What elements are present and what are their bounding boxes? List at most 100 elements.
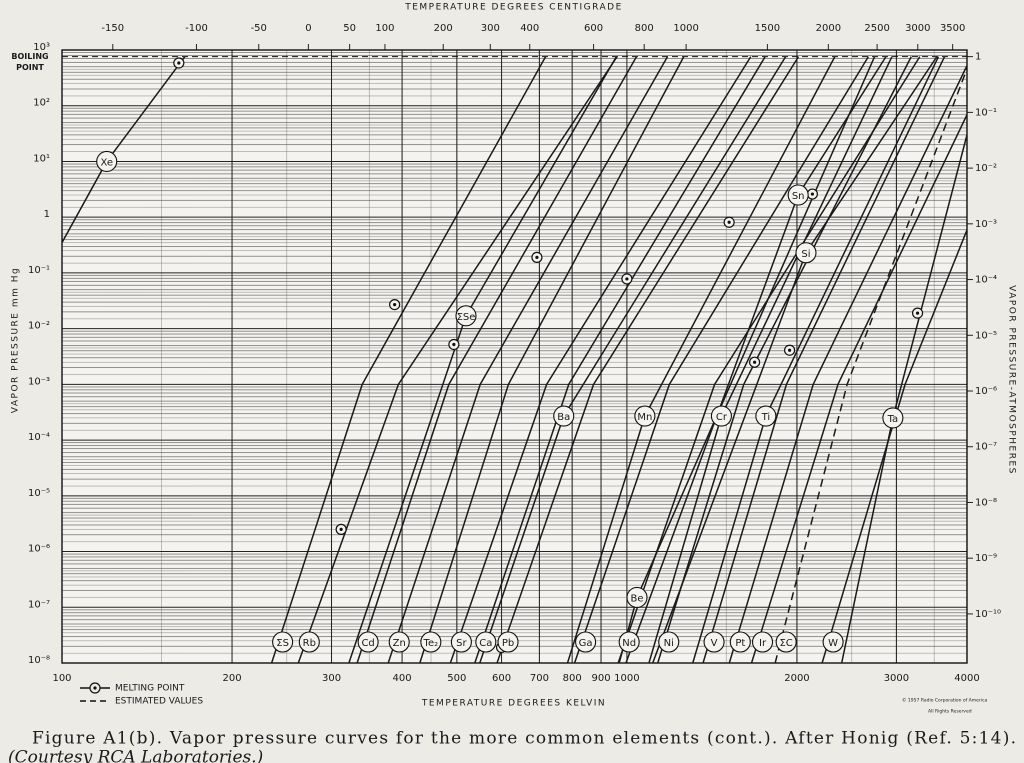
x-tick-label: 2000	[784, 673, 809, 684]
x-axis-title: TEMPERATURE DEGREES KELVIN	[421, 699, 606, 709]
y-tick-label: 10⁻³	[28, 376, 50, 387]
element-label-circle	[497, 631, 519, 653]
element-label-circle	[455, 305, 477, 327]
element-label: ΣSe	[457, 312, 476, 323]
curve	[702, 56, 946, 663]
curve	[573, 56, 870, 663]
x2-tick-label: 0	[305, 23, 311, 34]
element-label: ΣS	[276, 638, 289, 649]
top-axis-title: TEMPERATURE DEGREES CENTIGRADE	[404, 3, 623, 13]
element-label-circle	[272, 631, 294, 653]
y2-tick-label: 10⁻⁵	[975, 330, 997, 341]
x2-tick-label: -100	[185, 23, 208, 34]
y2-tick-label: 10⁻¹	[975, 107, 997, 118]
x2-tick-label: 300	[481, 23, 500, 34]
x-tick-label: 300	[322, 673, 341, 684]
y-tick-label: 10⁻²	[28, 321, 50, 332]
x-tick-label: 400	[393, 673, 412, 684]
element-label-circle	[795, 242, 817, 264]
curve	[474, 56, 766, 663]
melting-point-dot	[452, 342, 456, 347]
melting-point-dot	[915, 311, 920, 315]
boiling-point-label: POINT	[16, 63, 44, 72]
element-label: Ga	[579, 638, 593, 649]
y2-axis-title: VAPOR PRESSURE-ATMOSPHERES	[1007, 285, 1017, 475]
x-tick-label: 900	[592, 673, 611, 684]
x2-tick-label: 2500	[864, 23, 889, 34]
melting-point-dot	[177, 61, 181, 65]
curve	[657, 56, 912, 663]
curve	[387, 56, 669, 663]
curve	[419, 56, 685, 663]
element-label: Cd	[361, 638, 374, 649]
element-label: Sr	[456, 638, 467, 649]
element-label: Pt	[735, 638, 745, 649]
element-label: Mn	[637, 412, 652, 423]
x2-tick-label: 600	[584, 23, 603, 34]
legend-label: MELTING POINT	[115, 684, 185, 694]
y-tick-label: 10¹	[33, 153, 50, 164]
element-label-circle	[729, 631, 751, 653]
x2-tick-label: 3000	[905, 23, 930, 34]
curve	[821, 229, 967, 663]
x2-tick-label: -50	[251, 23, 267, 34]
y-tick-label: 10⁻¹	[28, 265, 50, 276]
x-tick-label: 800	[563, 673, 582, 684]
curve	[356, 56, 638, 663]
element-label: Rb	[303, 638, 316, 649]
boiling-point-label: BOILING	[11, 52, 48, 61]
element-label: Nd	[622, 638, 636, 649]
curve	[449, 56, 752, 663]
y2-tick-label: 10⁻²	[975, 163, 997, 174]
element-label: W	[828, 638, 838, 649]
element-label-circle	[626, 586, 648, 609]
curve	[297, 56, 618, 663]
y-tick-label: 10⁻⁶	[28, 544, 50, 555]
element-label: Ir	[759, 638, 767, 649]
element-label-circle	[618, 631, 640, 653]
element-label-circle	[450, 631, 472, 653]
x2-tick-label: 3500	[940, 23, 965, 34]
element-label: Zn	[393, 638, 406, 649]
legend-label: ESTIMATED VALUES	[115, 697, 203, 707]
element-label: Cr	[716, 412, 728, 423]
element-label: Ti	[761, 412, 771, 423]
curve	[270, 56, 547, 663]
element-label-circle	[96, 150, 118, 173]
element-label: Xe	[100, 157, 113, 168]
element-label-circle	[388, 631, 410, 653]
element-label-circle	[703, 631, 725, 653]
curve	[728, 65, 967, 663]
x2-tick-label: 2000	[816, 23, 841, 34]
element-label-circle	[710, 405, 732, 427]
element-label-circle	[755, 405, 777, 427]
curve	[774, 68, 967, 663]
copyright: © 1957 Radio Corporation of America	[902, 697, 987, 704]
element-label: ΣC	[779, 638, 792, 649]
y2-tick-label: 10⁻¹⁰	[975, 609, 1001, 620]
melting-point-dot	[393, 302, 397, 307]
curve	[496, 56, 800, 663]
melting-point-dot	[535, 255, 539, 259]
element-label-circle	[553, 405, 575, 427]
x2-tick-label: 100	[375, 23, 394, 34]
element-label: Sn	[792, 191, 805, 202]
melting-point-dot	[753, 360, 757, 364]
y2-tick-label: 10⁻⁶	[975, 386, 997, 397]
caption: (Courtesy RCA Laboratories.)	[8, 748, 263, 763]
element-label-circle	[658, 631, 680, 653]
y-tick-label: 10⁻⁸	[28, 655, 50, 666]
y-tick-label: 10⁻⁷	[28, 599, 50, 610]
element-label: V	[711, 638, 718, 649]
y2-tick-label: 10⁻⁴	[975, 275, 997, 286]
y2-tick-label: 10⁻⁹	[975, 553, 997, 564]
melting-point-dot	[788, 348, 792, 352]
plot-border	[61, 49, 968, 664]
x-tick-label: 700	[530, 673, 549, 684]
element-label-circle	[882, 407, 904, 429]
y-tick-label: 1	[44, 209, 50, 220]
x2-tick-label: 800	[635, 23, 654, 34]
x2-tick-label: 200	[434, 23, 453, 34]
melting-point-dot	[810, 192, 814, 196]
element-label-circle	[787, 184, 809, 206]
